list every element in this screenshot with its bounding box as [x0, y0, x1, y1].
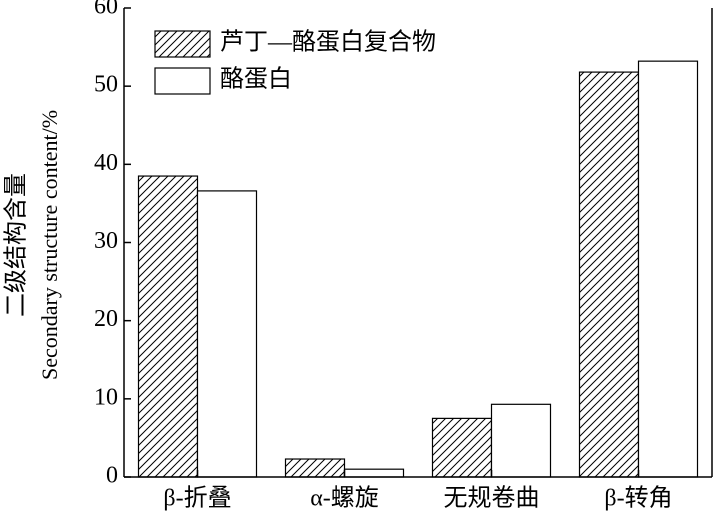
y-tick-label: 50	[94, 72, 118, 98]
bar	[137, 175, 199, 478]
bar	[431, 417, 493, 478]
legend-label: 芦丁—酪蛋白复合物	[220, 29, 436, 56]
bar	[196, 190, 258, 478]
bar	[637, 60, 699, 478]
y-axis-label: Secondary structure content/%	[37, 110, 62, 380]
legend-swatch	[154, 30, 211, 58]
legend-swatch	[154, 67, 211, 95]
bar	[578, 71, 640, 478]
y-tick-label: 40	[94, 150, 118, 176]
bar	[284, 458, 346, 478]
y-tick-label: 10	[94, 384, 118, 410]
bar	[343, 468, 405, 478]
y-tick-label: 30	[94, 228, 118, 254]
legend-label: 酪蛋白	[220, 66, 292, 93]
y-tick-label: 20	[94, 306, 118, 332]
x-tick-label: α-螺旋	[310, 485, 379, 512]
y-tick-label: 0	[106, 463, 118, 489]
x-tick-label: β-折叠	[163, 485, 231, 512]
x-tick-label: β-转角	[604, 485, 672, 512]
x-tick-label: 无规卷曲	[444, 485, 540, 512]
y-tick-label: 60	[94, 0, 118, 20]
bar	[490, 403, 552, 478]
y-axis-label: 二级结构含量	[3, 173, 30, 317]
